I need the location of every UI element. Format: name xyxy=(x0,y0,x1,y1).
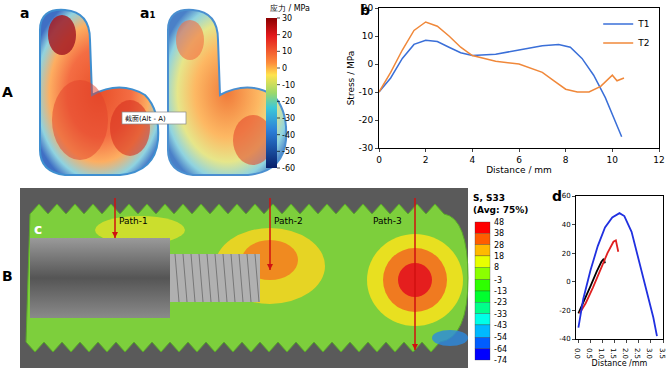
svg-text:0: 0 xyxy=(376,155,382,165)
svg-text:-43: -43 xyxy=(494,321,507,330)
svg-text:12: 12 xyxy=(653,155,664,165)
svg-text:-33: -33 xyxy=(494,310,507,319)
svg-text:1.0: 1.0 xyxy=(597,348,605,359)
svg-text:2: 2 xyxy=(423,155,429,165)
svg-text:-54: -54 xyxy=(494,333,507,342)
svg-text:10: 10 xyxy=(362,31,374,41)
svg-text:-20: -20 xyxy=(559,307,570,315)
svg-text:-40: -40 xyxy=(282,131,295,140)
svg-text:-40: -40 xyxy=(559,335,570,343)
svg-text:-20: -20 xyxy=(358,115,373,125)
svg-text:a₁: a₁ xyxy=(140,5,156,21)
html-text:b: b xyxy=(360,2,370,18)
svg-text:6: 6 xyxy=(516,155,522,165)
svg-text:-23: -23 xyxy=(494,298,507,307)
svg-text:3.0: 3.0 xyxy=(645,348,653,359)
svg-text:0: 0 xyxy=(282,64,287,73)
svg-text:应力 / MPa: 应力 / MPa xyxy=(270,4,310,13)
svg-text:(Avg: 75%): (Avg: 75%) xyxy=(473,205,528,215)
svg-text:Path-3: Path-3 xyxy=(373,216,402,226)
svg-text:40: 40 xyxy=(562,221,571,229)
svg-text:-10: -10 xyxy=(282,81,295,90)
svg-text:-50: -50 xyxy=(282,147,295,156)
svg-text:-30: -30 xyxy=(358,143,373,153)
svg-text:Distance / mm: Distance / mm xyxy=(486,165,552,175)
svg-text:28: 28 xyxy=(494,241,504,250)
svg-text:4: 4 xyxy=(469,155,475,165)
svg-text:18: 18 xyxy=(494,252,504,261)
svg-text:10: 10 xyxy=(607,155,619,165)
svg-text:-60: -60 xyxy=(282,164,295,173)
svg-text:Path-2: Path-2 xyxy=(274,216,303,226)
svg-text:T2: T2 xyxy=(637,38,649,48)
svg-text:-30: -30 xyxy=(282,114,295,123)
svg-text:-64: -64 xyxy=(494,345,507,354)
svg-text:Distance /mm: Distance /mm xyxy=(592,359,648,368)
svg-text:8: 8 xyxy=(494,263,499,272)
svg-text:8: 8 xyxy=(563,155,569,165)
svg-text:10: 10 xyxy=(282,47,292,56)
svg-text:0.0: 0.0 xyxy=(573,348,581,359)
svg-text:1.5: 1.5 xyxy=(609,348,617,359)
svg-text:Path-1: Path-1 xyxy=(119,216,148,226)
svg-text:20: 20 xyxy=(562,250,571,258)
svg-text:30: 30 xyxy=(282,14,292,23)
svg-text:2.0: 2.0 xyxy=(621,348,629,359)
svg-text:c: c xyxy=(34,221,42,237)
svg-text:38: 38 xyxy=(494,229,504,238)
html-text:d: d xyxy=(552,188,562,204)
svg-text:0.5: 0.5 xyxy=(585,348,593,359)
html-text:A: A xyxy=(2,84,13,100)
svg-text:48: 48 xyxy=(494,218,504,227)
svg-text:-3: -3 xyxy=(494,276,502,285)
svg-text:截面(Alt - A): 截面(Alt - A) xyxy=(125,115,166,123)
svg-text:a: a xyxy=(20,5,29,21)
svg-text:60: 60 xyxy=(562,192,571,200)
svg-text:0: 0 xyxy=(566,278,570,286)
svg-text:20: 20 xyxy=(282,31,292,40)
svg-text:-20: -20 xyxy=(282,97,295,106)
svg-text:-10: -10 xyxy=(358,87,373,97)
svg-text:-74: -74 xyxy=(494,356,507,365)
svg-text:-13: -13 xyxy=(494,287,507,296)
svg-text:0: 0 xyxy=(367,59,373,69)
html-text:B: B xyxy=(2,268,13,284)
svg-text:3.5: 3.5 xyxy=(658,348,666,359)
svg-text:2.5: 2.5 xyxy=(633,348,641,359)
svg-text:T1: T1 xyxy=(637,19,649,29)
svg-text:Stress / MPa: Stress / MPa xyxy=(346,51,356,106)
svg-text:S, S33: S, S33 xyxy=(473,193,505,203)
